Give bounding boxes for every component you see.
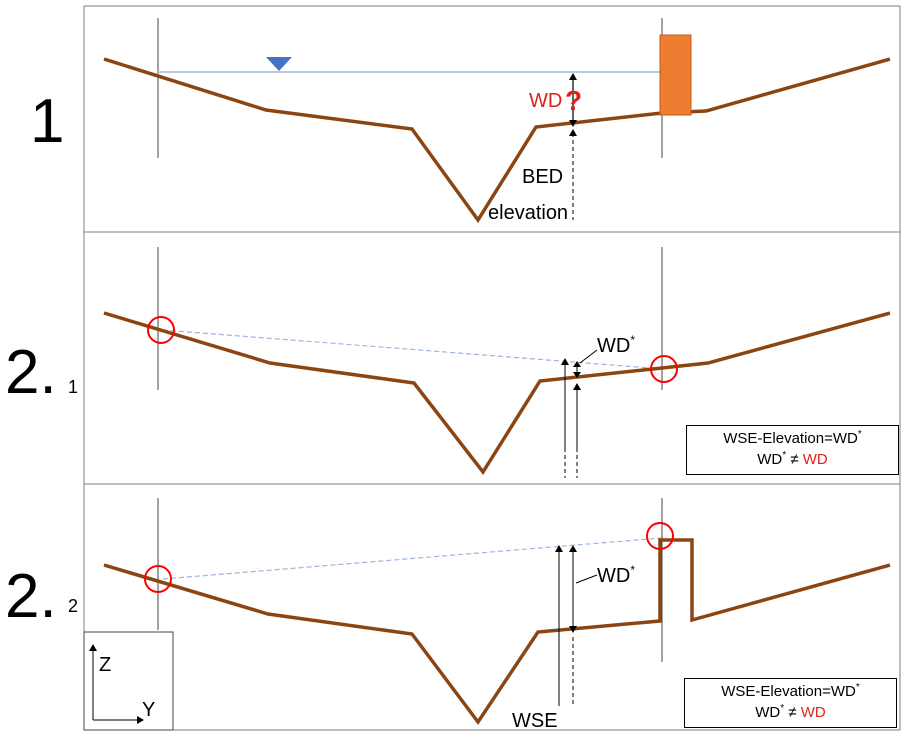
z-axis-arrow-icon bbox=[89, 644, 97, 651]
wd-star-label: WD* bbox=[597, 563, 635, 587]
wse-label: WSE bbox=[512, 710, 558, 732]
interpolated-water-surface bbox=[162, 537, 662, 580]
left-bank-highlight-circle bbox=[144, 565, 172, 593]
note-line2: WD* ≠ WD bbox=[757, 450, 828, 469]
panel-2-2-number: 2. bbox=[5, 562, 57, 631]
panel-2-1-subscript: 1 bbox=[68, 377, 78, 397]
bed-label-line1: BED bbox=[522, 166, 563, 188]
panel-1: 1 WD ? BED elevation bbox=[30, 18, 891, 224]
wd-star-leader bbox=[579, 349, 598, 364]
structure-block bbox=[659, 34, 692, 116]
wd-star-arrow-head-top bbox=[569, 545, 577, 552]
bed-label-line2: elevation bbox=[488, 202, 568, 224]
wd-arrow-head-top bbox=[569, 73, 577, 80]
question-mark: ? bbox=[565, 85, 582, 116]
structure-top-highlight-circle bbox=[646, 522, 674, 550]
note-line1: WSE-Elevation=WD* bbox=[721, 682, 860, 701]
elevation-arrow-head bbox=[573, 383, 581, 390]
wse-label-bg bbox=[510, 705, 558, 729]
panel-2-2-note: WSE-Elevation=WD* WD* ≠ WD bbox=[684, 678, 897, 728]
wd-star-label: WD* bbox=[597, 333, 635, 357]
y-axis-label: Y bbox=[142, 699, 155, 721]
axis-indicator-box bbox=[83, 631, 174, 731]
wse-arrow-head bbox=[561, 358, 569, 365]
panel-2-2-frame bbox=[83, 483, 901, 731]
panel-2-2: 2. 2 WD* WSE Z Y bbox=[5, 498, 891, 732]
wd-star-arrow-head-top bbox=[573, 361, 581, 367]
bed-elevation-arrow-head bbox=[569, 129, 577, 136]
wd-label: WD bbox=[529, 90, 562, 112]
terrain-profile bbox=[103, 538, 891, 726]
interpolated-water-surface bbox=[162, 329, 664, 370]
wd-arrow-head-bottom bbox=[569, 120, 577, 127]
left-bank-highlight-circle bbox=[147, 316, 175, 344]
right-bank-highlight-circle bbox=[650, 355, 678, 383]
wd-star-leader bbox=[575, 574, 598, 584]
wd-star-arrow-head-bottom bbox=[573, 372, 581, 378]
terrain-profile bbox=[103, 311, 891, 476]
note-line2: WD* ≠ WD bbox=[755, 703, 826, 722]
panel-2-2-subscript: 2 bbox=[68, 596, 78, 616]
note-line1: WSE-Elevation=WD* bbox=[723, 429, 862, 448]
z-axis-label: Z bbox=[99, 654, 111, 676]
panel-2-1: 2. 1 WD* bbox=[5, 247, 891, 478]
wd-star-arrow-head-bottom bbox=[569, 626, 577, 633]
panel-2-1-note: WSE-Elevation=WD* WD* ≠ WD bbox=[686, 425, 899, 475]
panel-1-number: 1 bbox=[30, 87, 64, 156]
water-level-marker-icon bbox=[266, 57, 292, 71]
panel-2-1-number: 2. bbox=[5, 338, 57, 407]
y-axis-arrow-icon bbox=[137, 716, 144, 724]
wse-arrow-head bbox=[555, 545, 563, 552]
terrain-profile bbox=[103, 57, 891, 224]
